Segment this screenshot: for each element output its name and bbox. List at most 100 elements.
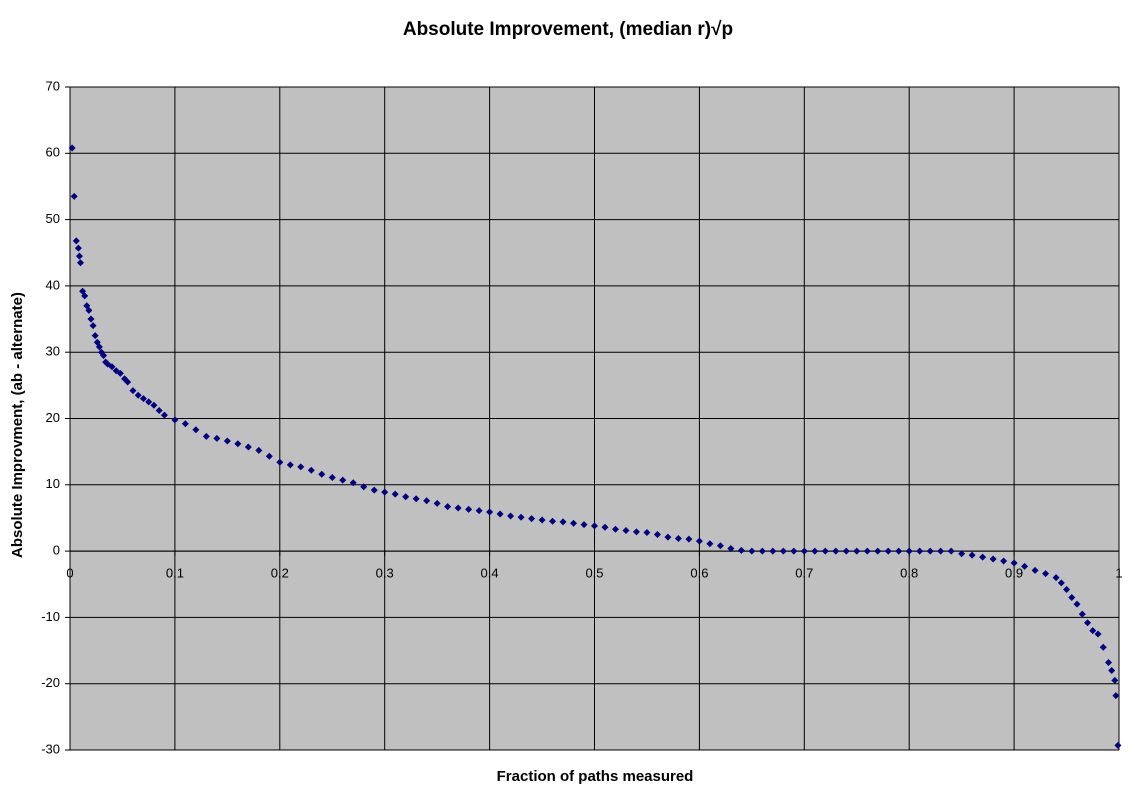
data-point xyxy=(507,512,515,520)
data-point xyxy=(905,547,913,555)
data-point xyxy=(1108,666,1116,674)
data-point xyxy=(706,540,714,548)
data-point xyxy=(937,547,945,555)
data-point xyxy=(145,398,153,406)
x-tick-label: 0.2 xyxy=(271,566,289,581)
data-point xyxy=(87,315,95,323)
data-point xyxy=(72,237,80,245)
data-point xyxy=(1089,627,1097,635)
data-point xyxy=(695,537,703,545)
data-point xyxy=(496,510,504,518)
data-point xyxy=(160,411,168,419)
chart-title: Absolute Improvement, (median r)√p xyxy=(403,19,733,40)
data-point xyxy=(121,375,129,383)
data-point xyxy=(139,395,147,403)
data-point xyxy=(328,474,336,482)
data-point xyxy=(1112,692,1120,700)
data-point xyxy=(349,479,357,487)
data-point xyxy=(116,369,124,377)
data-point xyxy=(832,547,840,555)
x-tick-label: 0.6 xyxy=(690,566,708,581)
data-point xyxy=(559,518,567,526)
data-point xyxy=(643,529,651,537)
data-point xyxy=(779,547,787,555)
data-point xyxy=(979,553,987,561)
data-point xyxy=(412,495,420,503)
data-point xyxy=(381,488,389,496)
data-point xyxy=(842,547,850,555)
data-point xyxy=(124,378,132,386)
data-point xyxy=(1068,594,1076,602)
data-point xyxy=(1031,566,1039,574)
data-point xyxy=(947,547,955,555)
data-point xyxy=(286,461,294,469)
data-point xyxy=(1057,579,1065,587)
data-point xyxy=(444,503,452,511)
data-point xyxy=(1099,643,1107,651)
data-point xyxy=(1094,630,1102,638)
data-point xyxy=(181,420,189,428)
x-tick-label: 0.4 xyxy=(481,566,499,581)
data-point xyxy=(1052,574,1060,582)
data-point xyxy=(611,525,619,533)
data-point xyxy=(895,547,903,555)
data-point xyxy=(1073,600,1081,608)
data-point xyxy=(360,483,368,491)
data-point xyxy=(716,542,724,550)
x-tick-label: 0.7 xyxy=(795,566,813,581)
data-point xyxy=(297,463,305,471)
data-point xyxy=(91,332,99,340)
x-tick-label: 0.3 xyxy=(376,566,394,581)
data-point xyxy=(790,547,798,555)
data-point xyxy=(68,144,76,152)
data-point xyxy=(989,555,997,563)
data-point xyxy=(75,252,83,260)
data-point xyxy=(958,550,966,558)
data-point xyxy=(591,522,598,530)
data-point xyxy=(1111,676,1119,684)
data-point xyxy=(632,528,640,536)
data-point xyxy=(1000,557,1008,565)
data-point xyxy=(863,547,871,555)
x-tick-label: 0.5 xyxy=(585,566,603,581)
data-point xyxy=(653,531,661,539)
data-point xyxy=(884,547,892,555)
y-tick-label: 50 xyxy=(46,211,60,226)
data-point xyxy=(265,452,273,460)
data-point xyxy=(108,363,116,371)
data-point xyxy=(517,513,525,521)
data-point xyxy=(549,517,557,525)
data-point xyxy=(685,535,693,543)
data-point xyxy=(475,507,483,515)
data-point xyxy=(150,401,158,409)
data-point xyxy=(70,192,78,200)
data-point xyxy=(307,466,315,474)
data-point xyxy=(1114,741,1122,749)
x-tick-label: 0.8 xyxy=(900,566,918,581)
data-point xyxy=(1042,570,1050,578)
y-tick-label: 70 xyxy=(46,78,60,93)
data-point xyxy=(95,343,103,351)
data-point xyxy=(192,426,200,434)
data-point xyxy=(748,547,756,555)
y-tick-label: -10 xyxy=(41,609,60,624)
data-point xyxy=(370,486,378,494)
x-tick-label: 1 xyxy=(1115,566,1122,581)
data-point xyxy=(85,306,93,314)
y-tick-label: 20 xyxy=(46,410,60,425)
data-point xyxy=(1105,658,1113,666)
data-point xyxy=(454,504,462,512)
data-point xyxy=(244,443,252,451)
data-point xyxy=(171,416,179,424)
data-point xyxy=(874,547,882,555)
data-point xyxy=(202,432,210,440)
data-point xyxy=(89,322,97,330)
data-point xyxy=(402,493,410,501)
data-point xyxy=(800,547,808,555)
data-point xyxy=(916,547,924,555)
data-point xyxy=(580,521,588,529)
data-point xyxy=(769,547,777,555)
data-point xyxy=(1063,586,1071,594)
data-point xyxy=(276,458,284,466)
data-point xyxy=(433,499,441,507)
